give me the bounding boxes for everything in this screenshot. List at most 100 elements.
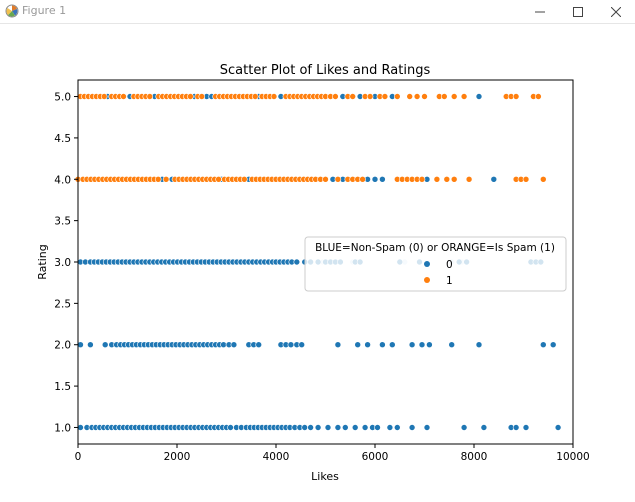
data-point-series-0 [220,341,227,349]
y-axis: 1.0 1.5 2.0 2.5 3.0 3.5 4.0 4.5 5.0 [54,92,78,434]
x-axis: 0 2000 4000 6000 8000 10000 [75,444,590,463]
data-point-series-0 [371,176,379,183]
data-point-series-0 [351,424,359,431]
data-point-series-0 [307,424,314,431]
x-axis-label: Likes [311,470,339,483]
data-point-series-0 [298,341,306,349]
data-point-series-1 [349,93,357,100]
y-tick-label: 2.0 [54,340,71,352]
legend-title: BLUE=Non-Spam (0) or ORANGE=Is Spam (1) [315,242,555,254]
data-point-series-1 [450,93,458,100]
data-point-series-1 [120,93,127,100]
data-point-series-0 [423,424,431,431]
data-point-series-1 [146,93,154,100]
data-point-series-0 [408,341,416,349]
y-tick-label: 3.0 [54,257,71,269]
y-tick-label: 2.5 [54,298,71,310]
legend-label-0: 0 [446,259,453,271]
data-point-series-0 [227,424,234,431]
data-point-series-1 [406,93,414,100]
data-point-series-1 [322,176,329,183]
y-axis-label: Rating [36,244,49,279]
y-tick-label: 1.0 [54,422,71,434]
data-point-series-1 [381,93,389,100]
data-point-series-1 [100,93,108,100]
data-point-series-1 [154,176,162,183]
minimize-icon [535,11,545,12]
data-point-series-1 [393,93,401,100]
scatter-chart: Scatter Plot of Likes and Ratings 0 2000 4… [36,63,590,483]
maximize-button[interactable] [558,0,598,23]
data-point-series-0 [408,424,416,431]
data-point-series-1 [162,176,170,183]
legend-label-1: 1 [446,275,453,287]
data-point-series-0 [301,424,309,431]
data-point-series-1 [215,176,222,183]
data-point-series-0 [324,424,332,431]
y-tick-label: 3.5 [54,216,71,228]
data-point-series-0 [490,176,498,183]
y-tick-label: 4.0 [54,174,71,186]
window-title: Figure 1 [22,4,67,17]
data-point-series-0 [230,341,238,349]
data-point-series-0 [87,341,94,349]
x-tick-label: 0 [75,451,82,463]
data-point-series-0 [386,424,394,431]
x-tick-label: 8000 [461,451,488,463]
data-point-series-1 [450,176,458,183]
data-point-series-1 [539,176,547,183]
data-point-series-0 [512,424,520,431]
data-point-series-1 [443,176,451,183]
data-point-series-1 [413,93,421,100]
y-tick-label: 1.5 [54,381,71,393]
data-point-series-1 [332,93,339,100]
data-point-series-0 [393,424,401,431]
data-point-series-0 [475,93,483,100]
data-point-series-1 [198,93,206,100]
data-point-series-1 [535,93,542,100]
close-icon [611,6,621,17]
data-point-series-0 [539,341,547,349]
window-titlebar: Figure 1 [0,0,635,24]
data-point-series-0 [418,341,426,349]
data-point-series-0 [314,424,322,431]
data-point-series-0 [101,341,109,349]
data-point-series-0 [426,341,433,349]
legend: BLUE=Non-Spam (0) or ORANGE=Is Spam (1) … [304,236,567,292]
data-point-series-1 [460,93,468,100]
legend-box [304,236,567,292]
data-point-series-1 [334,176,342,183]
data-point-series-0 [341,424,349,431]
data-point-series-0 [361,424,369,431]
data-point-series-1 [359,176,366,183]
data-point-series-0 [374,424,381,431]
data-point-series-1 [366,93,374,100]
data-point-series-0 [334,341,342,349]
x-tick-label: 10000 [556,451,589,463]
legend-marker-0 [424,261,430,267]
y-tick-label: 4.5 [54,133,71,145]
data-point-series-0 [549,341,557,349]
data-point-series-0 [480,424,488,431]
data-point-series-0 [287,341,295,349]
data-point-series-0 [448,341,456,349]
data-point-series-1 [421,93,428,100]
points-layer [74,93,562,431]
data-point-series-1 [270,93,278,100]
close-button[interactable] [596,0,635,23]
matplotlib-icon [5,4,19,18]
x-tick-label: 2000 [164,451,191,463]
data-point-series-1 [433,176,441,183]
data-point-series-0 [255,341,263,349]
data-point-series-1 [440,93,448,100]
data-point-series-1 [465,176,473,183]
data-point-series-0 [293,258,301,266]
minimize-button[interactable] [520,0,560,23]
x-tick-label: 6000 [362,451,389,463]
data-point-series-1 [251,93,259,100]
data-point-series-0 [522,424,530,431]
data-point-series-0 [354,341,362,349]
data-point-series-1 [522,176,530,183]
data-point-series-1 [241,176,248,183]
data-point-series-1 [512,93,520,100]
